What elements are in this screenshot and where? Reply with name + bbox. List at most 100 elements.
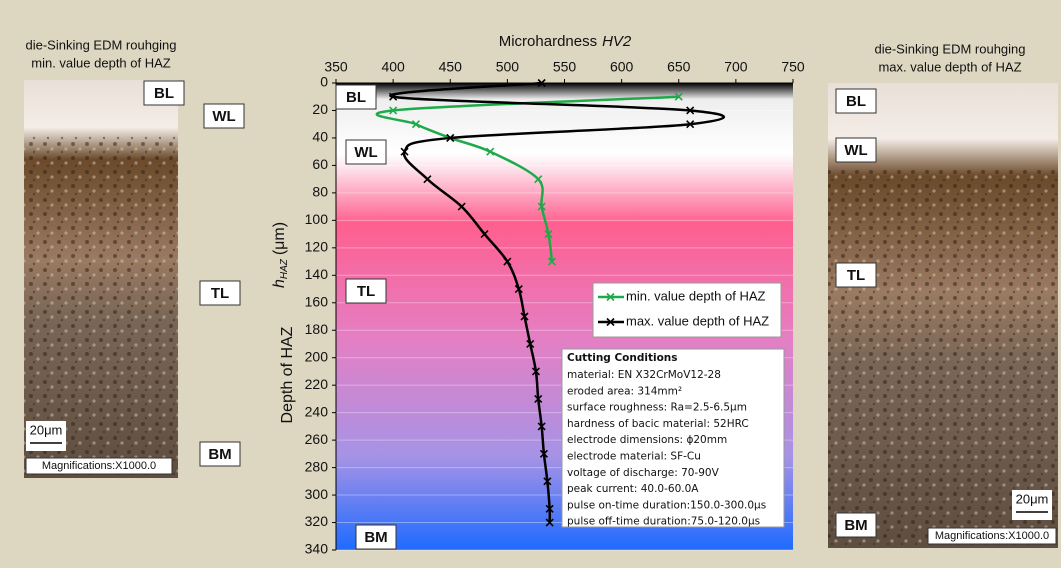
x-tick-label: 600 (610, 59, 634, 75)
x-tick-label: 550 (553, 59, 577, 75)
image-title: die-Sinking EDM rouhging (25, 37, 176, 52)
y-tick-label: 220 (305, 376, 329, 392)
image-label: BL (846, 93, 866, 110)
magnification-box (25, 457, 173, 475)
y-tick-label: 160 (305, 293, 329, 309)
point-marker (446, 133, 455, 143)
zone-label-box (345, 139, 387, 165)
conditions-line: voltage of discharge: 70-90V (567, 467, 720, 479)
conditions-line: electrode material: SF-Cu (567, 451, 701, 463)
left-micrograph: die-Sinking EDM rouhging min. value dept… (24, 37, 178, 478)
y-tick-label: 120 (305, 239, 329, 255)
title-italic: HV2 (602, 33, 632, 50)
point-marker (423, 175, 432, 184)
x-tick-label: 450 (439, 59, 463, 75)
zone-label-box (335, 84, 377, 110)
image-label: BM (844, 517, 867, 534)
y-unit-part: HAZ (279, 258, 290, 279)
legend-marker (606, 317, 615, 327)
micrograph-texture (828, 168, 1058, 548)
point-marker (537, 202, 546, 211)
point-marker (389, 106, 398, 115)
zone-label: WL (354, 144, 377, 161)
y-unit-part: h (271, 279, 288, 288)
point-marker (400, 147, 409, 156)
micrograph-texture (24, 135, 178, 478)
scale-box (26, 421, 66, 451)
point-marker (457, 202, 466, 211)
point-marker (534, 175, 543, 184)
magnification: Magnifications:X1000.0 (42, 460, 156, 472)
conditions-line: peak current: 40.0-60.0A (567, 483, 699, 495)
image-label: WL (212, 108, 235, 125)
conditions-line: material: EN X32CrMoV12-28 (567, 369, 721, 381)
y-tick-label: 180 (305, 321, 329, 337)
image-label-box (199, 280, 241, 306)
x-tick-label: 700 (724, 59, 748, 75)
image-label: TL (847, 267, 865, 284)
y-tick-label: 200 (305, 348, 329, 364)
point-marker (486, 147, 495, 156)
y-tick-label: 140 (305, 266, 329, 282)
title-text: Microhardness (499, 33, 597, 50)
image-label-box (835, 262, 877, 288)
conditions-line: pulse off-time duration:75.0-120.0μs (567, 516, 760, 528)
conditions-line: pulse on-time duration:150.0-300.0μs (567, 499, 766, 511)
point-marker (480, 230, 489, 239)
point-marker (531, 367, 541, 376)
point-marker (526, 339, 535, 349)
image-label: TL (211, 285, 229, 302)
y-tick-label: 60 (312, 156, 328, 172)
image-label: BL (154, 85, 174, 102)
point-marker (539, 449, 549, 458)
magnification-box (927, 527, 1057, 545)
point-marker (543, 477, 552, 486)
image-label-box (199, 441, 241, 467)
y-tick-label: 280 (305, 458, 329, 474)
conditions-box (561, 348, 785, 528)
point-marker (544, 230, 553, 239)
x-tick-label: 350 (324, 59, 348, 75)
y-tick-label: 80 (312, 184, 328, 200)
zone-label-box (355, 524, 397, 550)
zone-label-box (345, 278, 387, 304)
scale-label: 20μm (30, 422, 63, 437)
point-marker (389, 92, 398, 101)
point-marker (686, 106, 695, 115)
image-title: max. value depth of HAZ (878, 59, 1021, 74)
image-label-box (835, 88, 877, 114)
y-tick-label: 0 (320, 74, 328, 90)
conditions-line: surface roughness: Ra=2.5-6.5μm (567, 402, 747, 414)
image-label-box (143, 80, 185, 106)
point-marker (545, 518, 554, 527)
point-marker (411, 120, 421, 129)
point-marker (547, 257, 556, 266)
scale-label: 20μm (1016, 491, 1049, 506)
magnification: Magnifications:X1000.0 (935, 530, 1049, 542)
x-tick-label: 650 (667, 59, 691, 75)
legend-box (592, 282, 782, 338)
y-axis-title: Depth of HAZ (279, 326, 296, 423)
image-label-box (835, 137, 877, 163)
x-axis-title: Microhardness HV2 (499, 33, 632, 50)
image-label-box (835, 512, 877, 538)
point-marker (514, 284, 523, 294)
point-marker (534, 394, 543, 403)
image-label-box (203, 103, 245, 129)
series-line (375, 95, 679, 262)
point-marker (520, 312, 529, 321)
conditions-line: electrode dimensions: ϕ20mm (567, 434, 727, 446)
point-marker (686, 120, 695, 129)
y-tick-label: 300 (305, 486, 329, 502)
x-tick-label: 750 (781, 59, 805, 75)
point-marker (674, 92, 683, 101)
y-tick-label: 20 (312, 101, 328, 117)
image-label: BM (208, 446, 231, 463)
image-title: min. value depth of HAZ (31, 55, 171, 70)
right-micrograph: die-Sinking EDM rouhging max. value dept… (828, 41, 1058, 548)
y-tick-label: 320 (305, 513, 329, 529)
y-unit-part: (μm) (271, 222, 288, 255)
conditions-title: Cutting Conditions (567, 352, 678, 364)
legend-marker (606, 292, 615, 302)
